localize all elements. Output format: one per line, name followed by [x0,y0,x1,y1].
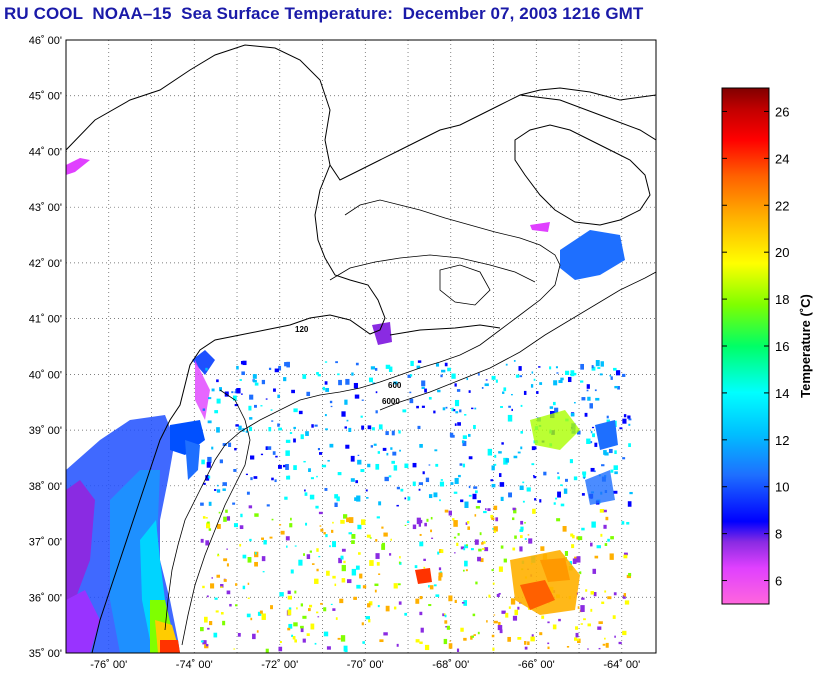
contour-label-6000: 6000 [382,397,400,406]
colorbar-tick-label: 14 [775,386,789,401]
page-title: RU COOL NOAA–15 Sea Surface Temperature:… [4,4,644,23]
latitude-label: 39˚ 00' [29,425,62,437]
latitude-label: 40˚ 00' [29,369,62,381]
latitude-label: 37˚ 00' [29,537,62,549]
colorbar-tick-label: 26 [775,104,789,119]
latitude-label: 45˚ 00' [29,91,62,103]
latitude-label: 42˚ 00' [29,258,62,270]
longitude-label: -74˚ 00' [176,659,213,671]
colorbar-tick-label: 6 [775,574,782,589]
latitude-label: 41˚ 00' [29,314,62,326]
longitude-label: -64˚ 00' [603,659,640,671]
colorbar-title: Temperature (˚C) [798,294,813,398]
colorbar-tick-label: 8 [775,527,782,542]
longitude-label: -70˚ 00' [347,659,384,671]
colorbar-tick-label: 12 [775,433,789,448]
colorbar-tick-label: 10 [775,480,789,495]
latitude-label: 44˚ 00' [29,146,62,158]
longitude-axis: -76˚ 00' -74˚ 00' -72˚ 00' -70˚ 00' -68˚ 00'… [90,659,640,671]
colorbar-tick-label: 18 [775,292,789,307]
latitude-label: 35˚ 00' [29,648,62,660]
latitude-label: 36˚ 00' [29,592,62,604]
colorbar-tick-label: 24 [775,151,789,166]
depth-contours [164,199,656,646]
map-border [65,39,657,654]
colorbar-tick-label: 20 [775,245,789,260]
longitude-label: -68˚ 00' [432,659,469,671]
sst-data-layer [66,158,633,653]
latitude-label: 46˚ 00' [29,35,62,47]
latitude-label: 38˚ 00' [29,481,62,493]
colorbar-gradient [721,87,770,605]
longitude-label: -72˚ 00' [261,659,298,671]
colorbar-ticks: 26 24 22 20 18 16 14 12 10 8 6 [722,104,789,589]
contour-label-group: 120 600 6000 [295,325,402,406]
latitude-axis: 46˚ 00' 45˚ 00' 44˚ 00' 43˚ 00' 42˚ 00' 41˚ 0… [29,35,62,660]
longitude-label: -66˚ 00' [518,659,555,671]
latitude-label: 43˚ 00' [29,202,62,214]
contour-label-600: 600 [388,381,402,390]
colorbar: 26 24 22 20 18 16 14 12 10 8 6 Temperature (˚C) [721,87,813,605]
colorbar-tick-label: 22 [775,198,789,213]
colorbar-tick-label: 16 [775,339,789,354]
longitude-label: -76˚ 00' [90,659,127,671]
contour-label-120: 120 [295,325,309,334]
